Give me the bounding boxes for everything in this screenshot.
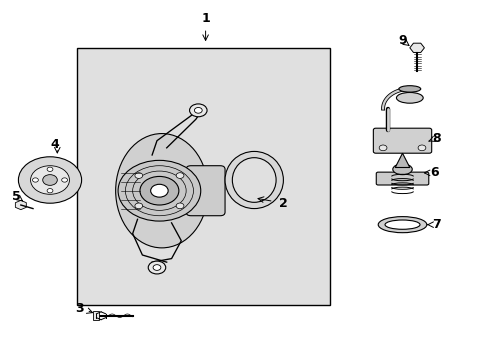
Circle shape [61,178,67,182]
Ellipse shape [224,152,283,208]
Polygon shape [409,43,424,53]
Circle shape [135,173,142,179]
Circle shape [189,104,206,117]
Circle shape [148,261,165,274]
Text: 4: 4 [50,138,59,151]
Circle shape [47,189,53,193]
FancyBboxPatch shape [375,172,428,185]
Circle shape [118,160,201,221]
Circle shape [140,176,179,205]
Polygon shape [394,153,409,167]
Text: 9: 9 [397,34,406,47]
FancyBboxPatch shape [372,128,431,153]
Ellipse shape [377,217,426,233]
Circle shape [30,166,69,194]
Ellipse shape [398,86,420,92]
Circle shape [417,145,425,151]
Bar [93,311,99,320]
Ellipse shape [232,158,276,202]
Ellipse shape [384,220,419,229]
Text: 8: 8 [431,132,440,145]
Circle shape [42,175,57,185]
Text: 2: 2 [278,197,286,210]
Ellipse shape [396,93,422,103]
Circle shape [176,203,183,209]
Circle shape [176,173,183,179]
Circle shape [32,178,38,182]
Ellipse shape [116,134,207,248]
Text: 7: 7 [431,218,440,231]
FancyBboxPatch shape [186,166,224,216]
Circle shape [194,108,202,113]
Circle shape [150,184,168,197]
Ellipse shape [392,164,411,175]
Text: 5: 5 [12,190,20,203]
Text: 6: 6 [429,166,438,179]
Text: 3: 3 [75,302,83,315]
Text: 1: 1 [201,12,209,24]
Circle shape [378,145,386,151]
Circle shape [135,203,142,209]
Circle shape [19,157,81,203]
Circle shape [47,167,53,171]
Bar [77,48,329,305]
Circle shape [153,265,161,270]
